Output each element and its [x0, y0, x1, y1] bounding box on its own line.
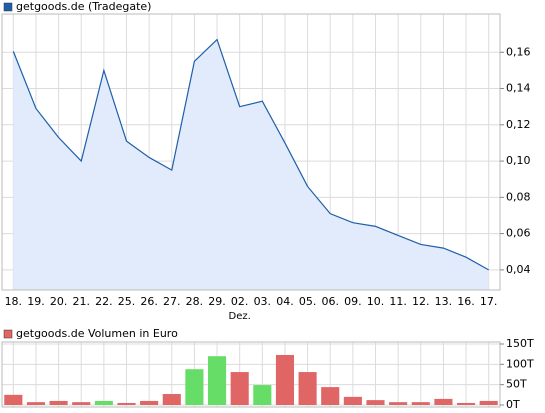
y-tick-label: 150T	[506, 337, 534, 350]
legend-label: getgoods.de (Tradegate)	[16, 0, 151, 13]
volume-bar	[26, 402, 46, 405]
volume-bar	[434, 398, 453, 405]
x-tick-label: 05.	[299, 295, 317, 308]
volume-bar	[298, 372, 317, 405]
volume-bar	[275, 354, 295, 405]
volume-bar	[366, 400, 385, 405]
x-tick-label: 03.	[254, 295, 272, 308]
x-tick-label: 25.	[118, 295, 136, 308]
y-tick-label: 50T	[506, 378, 527, 391]
x-tick-label: 13.	[435, 295, 453, 308]
x-tick-label: 22.	[95, 295, 113, 308]
x-tick-label: 11.	[389, 295, 407, 308]
y-tick-label: 0,16	[506, 45, 531, 58]
legend-swatch	[3, 329, 13, 339]
volume-bar	[140, 400, 159, 405]
volume-bar	[343, 396, 362, 405]
x-tick-label: 29.	[208, 295, 226, 308]
x-tick-label: 27.	[163, 295, 181, 308]
volume-bar	[4, 394, 23, 405]
volume-bar	[479, 400, 498, 405]
x-tick-label: 10.	[367, 295, 385, 308]
volume-bar	[94, 400, 113, 405]
volume-bar	[185, 369, 204, 405]
x-tick-label: 19.	[27, 295, 45, 308]
volume-bar	[253, 385, 272, 405]
volume-bar	[162, 394, 181, 405]
volume-bar	[49, 400, 68, 405]
x-tick-label: 09.	[344, 295, 362, 308]
x-tick-label: 12.	[412, 295, 430, 308]
volume-bar	[456, 402, 476, 405]
area-fill	[13, 39, 489, 290]
month-label: Dez.	[229, 311, 251, 322]
volume-bar	[72, 402, 91, 405]
volume-bar	[411, 402, 430, 405]
x-tick-label: 02.	[231, 295, 249, 308]
y-tick-label: 0,10	[506, 154, 531, 167]
x-tick-label: 21.	[72, 295, 90, 308]
y-tick-label: 100T	[506, 357, 534, 370]
volume-bar	[117, 402, 136, 405]
x-tick-label: 17.	[480, 295, 498, 308]
legend-swatch	[3, 2, 13, 12]
x-tick-label: 26.	[140, 295, 158, 308]
y-tick-label: 0T	[506, 398, 520, 411]
y-tick-label: 0,08	[506, 190, 531, 203]
legend-label: getgoods.de Volumen in Euro	[16, 327, 178, 340]
volume-bar	[207, 356, 227, 405]
x-tick-label: 16.	[457, 295, 475, 308]
plot-frame	[1, 13, 501, 291]
y-tick-label: 0,14	[506, 82, 531, 95]
x-tick-label: 20.	[50, 295, 68, 308]
x-tick-label: 06.	[321, 295, 339, 308]
y-tick-label: 0,04	[506, 263, 531, 276]
volume-bar	[230, 372, 249, 405]
y-tick-label: 0,06	[506, 227, 531, 240]
x-tick-label: 18.	[5, 295, 23, 308]
volume-bar	[321, 387, 340, 405]
x-tick-label: 04.	[276, 295, 294, 308]
plot-frame	[1, 341, 501, 408]
y-tick-label: 0,12	[506, 118, 531, 131]
volume-bar	[389, 402, 408, 405]
price-line	[12, 38, 489, 271]
x-tick-label: 28.	[186, 295, 204, 308]
